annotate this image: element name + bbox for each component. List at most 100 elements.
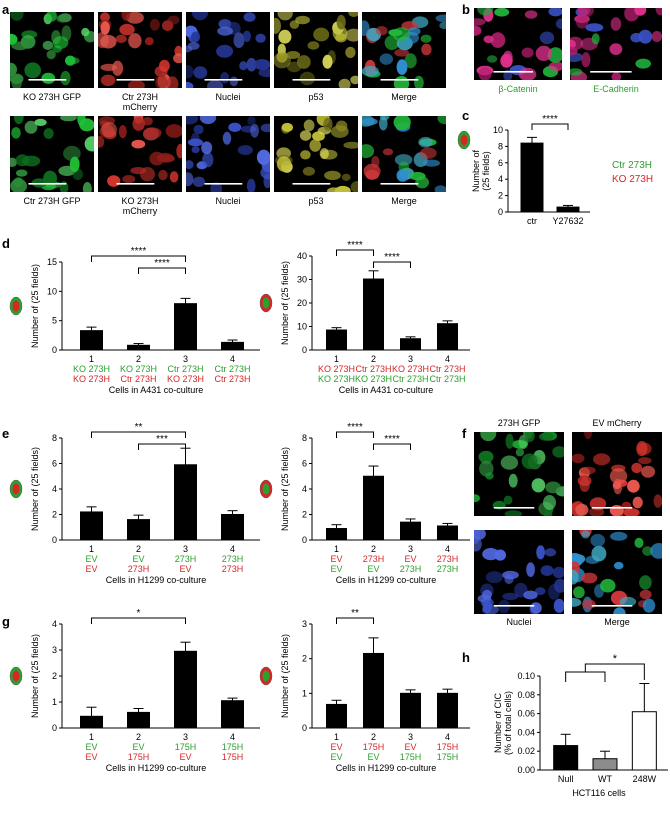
panel-label-c: c	[462, 108, 470, 123]
micrograph-a-row2-caption-5: Merge	[391, 196, 417, 206]
d-right-ytick-label-2: 20	[297, 298, 307, 308]
e-left-sig-label-2: ***	[156, 434, 168, 445]
d-left-cell-icon-inner	[12, 300, 20, 312]
d-right-group-top-2: Ctr 273H	[355, 364, 391, 374]
c-ytick-label-3: 6	[498, 158, 503, 168]
g-left-bar-3	[174, 650, 197, 729]
e-right-group-top-1: EV	[330, 554, 342, 564]
micrograph-f-merge	[572, 530, 662, 614]
g-left-ytick-label-4: 4	[52, 619, 57, 629]
e-left-group-bottom-1: EV	[85, 564, 97, 574]
e-left-sig-label-1: **	[135, 422, 143, 433]
h-bar-2	[592, 758, 618, 771]
e-right-cell-icon-inner	[262, 483, 270, 495]
e-right-group-top-4: 273H	[437, 554, 459, 564]
d-right-xtick-3: 3	[408, 354, 413, 364]
micrograph-a-row1-4	[274, 12, 358, 88]
e-right-group-bottom-2: EV	[367, 564, 379, 574]
g-left-bar-4	[221, 700, 244, 729]
d-left-xtick-3: 3	[183, 354, 188, 364]
d-left-sig-label-1: ****	[131, 246, 147, 257]
d-right-group-bottom-3: Ctr 273H	[392, 374, 428, 384]
e-right-group-bottom-4: 273H	[437, 564, 459, 574]
c-bracket-1	[531, 123, 569, 130]
d-right-group-bottom-2: KO 273H	[355, 374, 392, 384]
micrograph-a-row2-3	[186, 116, 270, 192]
d-left-sig-label-2: ****	[154, 258, 170, 269]
c-ytick-label-5: 10	[493, 125, 503, 135]
h-ytick-label-1: 0.02	[517, 746, 535, 756]
c-sig-label-1: ****	[542, 114, 558, 125]
d-right-bar-3	[400, 338, 421, 351]
micrograph-a-row1-2	[98, 12, 182, 88]
h-bar-3	[631, 711, 657, 771]
e-left-ytick-label-3: 6	[52, 459, 57, 469]
d-right-bracket-1	[336, 249, 374, 256]
d-right-ylabel-0: Number of (25 fields)	[280, 261, 290, 345]
micrograph-f-caption-3: Nuclei	[506, 617, 532, 627]
e-right-sig-label-1: ****	[347, 422, 363, 433]
g-left-xlabel: Cells in H1299 co-culture	[106, 763, 207, 773]
d-left-group-top-1: KO 273H	[73, 364, 110, 374]
e-left-xtick-4: 4	[230, 544, 235, 554]
h-bar-1	[553, 745, 579, 771]
c-ytick-label-2: 4	[498, 174, 503, 184]
e-left-xtick-2: 2	[136, 544, 141, 554]
panel-label-a: a	[2, 2, 10, 17]
g-right-ytick-label-0: 0	[302, 723, 307, 733]
d-right-group-bottom-4: Ctr 273H	[429, 374, 465, 384]
d-right-group-bottom-1: KO 273H	[318, 374, 355, 384]
micrograph-a-row2-5	[362, 116, 446, 192]
g-right-group-top-4: 175H	[437, 742, 459, 752]
e-right-bar-3	[400, 521, 421, 541]
d-right-bar-1	[326, 329, 347, 351]
d-right-bar-2	[363, 278, 384, 351]
micrograph-a-row1-3	[186, 12, 270, 88]
micrograph-b-e-cadherin	[570, 8, 662, 80]
micrograph-a-row2-caption-2: KO 273H mCherry	[121, 196, 159, 216]
micrograph-a-row2-caption-1: Ctr 273H GFP	[23, 196, 81, 206]
d-right-group-top-3: KO 273H	[392, 364, 429, 374]
panel-label-d: d	[2, 236, 10, 251]
d-left-group-bottom-1: KO 273H	[73, 374, 110, 384]
e-left-ytick-label-1: 2	[52, 510, 57, 520]
g-right-group-bottom-1: EV	[330, 752, 342, 762]
g-left-ylabel-0: Number of (25 fields)	[30, 634, 40, 718]
d-right-sig-label-1: ****	[347, 240, 363, 251]
g-left-xtick-3: 3	[183, 732, 188, 742]
e-left-ytick-label-0: 0	[52, 535, 57, 545]
e-left-xtick-1: 1	[89, 544, 94, 554]
e-left-ytick-label-2: 4	[52, 484, 57, 494]
micrograph-f-mcherry	[572, 432, 662, 516]
d-left-ylabel-0: Number of (25 fields)	[30, 264, 40, 348]
c-ytick-label-4: 8	[498, 141, 503, 151]
e-left-cell-icon-inner	[12, 483, 20, 495]
e-right-bar-4	[437, 525, 458, 541]
g-right-bar-2	[363, 652, 384, 729]
e-right-xtick-4: 4	[445, 544, 450, 554]
e-right-group-top-3: EV	[404, 554, 416, 564]
h-xtick-3: 248W	[633, 774, 657, 784]
c-cell-icon-inner	[460, 134, 468, 146]
d-left-xlabel: Cells in A431 co-culture	[109, 385, 204, 395]
g-right-group-top-3: EV	[404, 742, 416, 752]
e-left-group-top-1: EV	[85, 554, 97, 564]
panel-label-f: f	[462, 426, 467, 441]
d-right-xlabel: Cells in A431 co-culture	[339, 385, 434, 395]
d-right-ytick-label-4: 40	[297, 251, 307, 261]
g-left-xtick-4: 4	[230, 732, 235, 742]
e-left-bracket-1	[91, 431, 186, 438]
g-right-group-top-1: EV	[330, 742, 342, 752]
panel-label-b: b	[462, 2, 470, 17]
d-left-ytick-label-1: 5	[52, 316, 57, 326]
micrograph-f-gfp	[474, 432, 564, 516]
micrograph-f-caption-4: Merge	[604, 617, 630, 627]
d-left-xtick-4: 4	[230, 354, 235, 364]
micrograph-f-nuclei	[474, 530, 564, 614]
e-right-xtick-3: 3	[408, 544, 413, 554]
d-left-group-top-2: KO 273H	[120, 364, 157, 374]
h-xtick-2: WT	[598, 774, 612, 784]
d-left-group-top-4: Ctr 273H	[214, 364, 250, 374]
e-left-group-bottom-4: 273H	[222, 564, 244, 574]
